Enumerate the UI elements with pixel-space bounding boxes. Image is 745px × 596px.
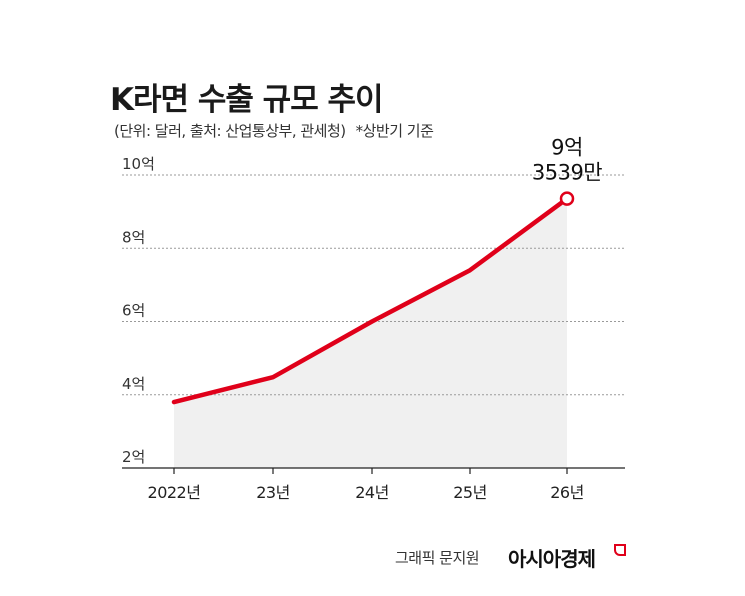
y-tick-label: 4억 bbox=[122, 375, 145, 393]
area-fill bbox=[174, 198, 567, 469]
brand-mark-icon bbox=[614, 544, 626, 556]
x-tick-label: 23년 bbox=[256, 483, 290, 502]
chart-title: K라면 수출 규모 추이 bbox=[110, 82, 384, 118]
endpoint-marker bbox=[559, 191, 575, 206]
y-tick-label: 10억 bbox=[122, 155, 155, 173]
x-tick-label: 26년 bbox=[550, 483, 584, 502]
y-tick-label: 6억 bbox=[122, 302, 145, 320]
data-label: 9억 bbox=[551, 136, 583, 160]
basis-note: *상반기 기준 bbox=[355, 122, 434, 140]
x-tick-label: 24년 bbox=[355, 483, 389, 502]
data-label: 3539만 bbox=[532, 161, 602, 185]
x-tick-label: 25년 bbox=[453, 483, 487, 502]
x-tick-label: 2022년 bbox=[148, 483, 201, 502]
brand-logo: 아시아경제 bbox=[508, 547, 596, 571]
chart-subtitle: (단위: 달러, 출처: 산업통상부, 관세청) *상반기 기준 bbox=[114, 120, 434, 141]
series-line bbox=[171, 196, 570, 405]
graphic-credit: 그래픽 문지원 bbox=[395, 549, 480, 567]
y-tick-label: 8억 bbox=[122, 228, 145, 246]
y-tick-label: 2억 bbox=[122, 448, 145, 466]
source-note: (단위: 달러, 출처: 산업통상부, 관세청) bbox=[114, 122, 346, 140]
